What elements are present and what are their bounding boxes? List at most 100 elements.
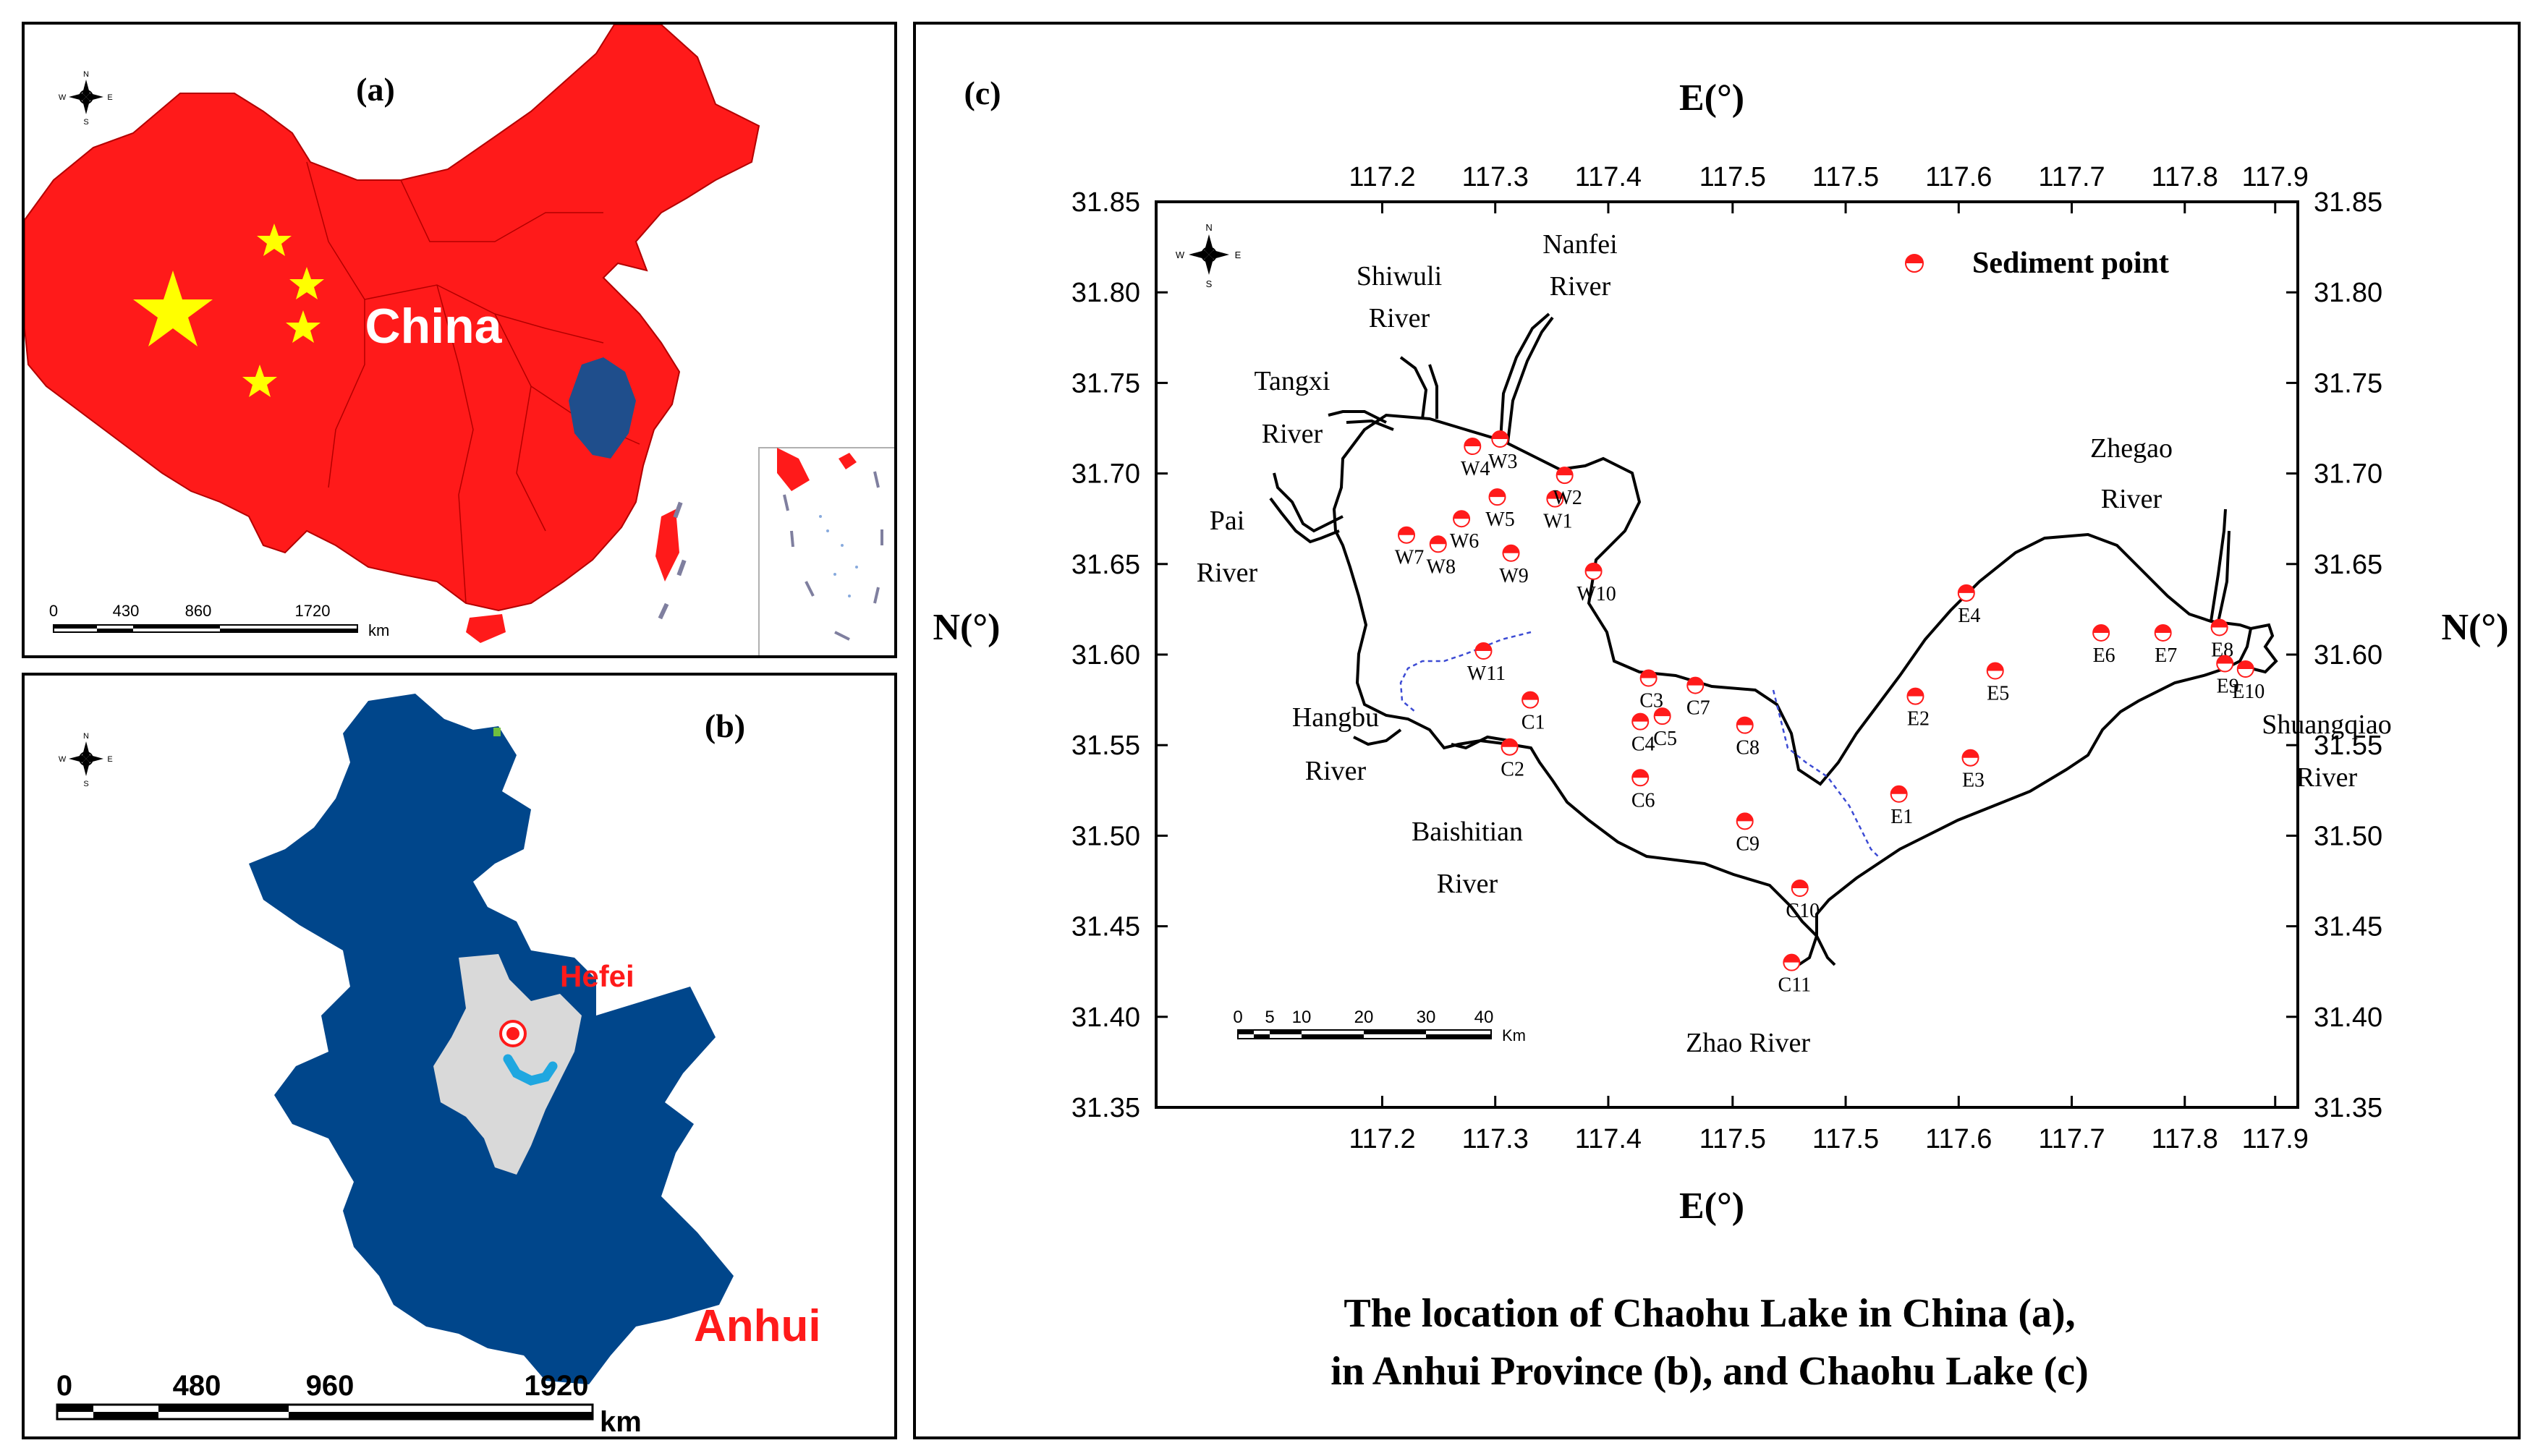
south-china-sea-inset bbox=[758, 447, 894, 655]
chaohu-lake-shape bbox=[503, 1054, 558, 1086]
hefei-label: Hefei bbox=[560, 959, 634, 993]
river-labels: Shiwuli River Nanfei River Tangxi River … bbox=[1197, 229, 2392, 1058]
plot-frame bbox=[1155, 200, 2299, 1109]
sediment-point-c3: C3 bbox=[1639, 669, 1663, 712]
sediment-point-e9: E9 bbox=[2216, 655, 2239, 698]
y-tick-label-left: 31.50 bbox=[1071, 821, 1140, 851]
sediment-point-label: E4 bbox=[1958, 605, 1980, 627]
svg-text:River: River bbox=[2101, 484, 2163, 514]
x-tick-label-top: 117.5 bbox=[1699, 162, 1766, 192]
svg-text:1920: 1920 bbox=[525, 1370, 589, 1402]
svg-text:480: 480 bbox=[173, 1370, 221, 1402]
y-tick-label-left: 31.75 bbox=[1071, 368, 1140, 399]
sediment-point-e2: E2 bbox=[1906, 687, 1930, 731]
svg-text:River: River bbox=[1369, 303, 1430, 333]
svg-text:km: km bbox=[368, 621, 389, 639]
sediment-point-e1: E1 bbox=[1890, 785, 1913, 828]
lake-outline bbox=[1332, 413, 2253, 940]
svg-text:Nanfei: Nanfei bbox=[1542, 229, 1617, 260]
y-tick-label-right: 31.75 bbox=[2314, 368, 2382, 399]
sediment-point-c1: C1 bbox=[1521, 691, 1545, 734]
panel-a-china-map: N S E W (a) China 0 430 860 1720 km bbox=[22, 22, 897, 658]
y-axis-ticks: 31.85 31.85 31.80 31.80 31.75 31.75 31.70 31.70… bbox=[1071, 187, 2382, 1123]
sediment-point-label: E6 bbox=[2093, 644, 2115, 667]
x-tick-label-top: 117.2 bbox=[1349, 162, 1415, 192]
sediment-point-c4: C4 bbox=[1631, 712, 1655, 756]
sediment-point-label: E9 bbox=[2217, 676, 2239, 698]
sediment-point-label: W4 bbox=[1461, 458, 1490, 480]
x-tick-label-top: 117.8 bbox=[2152, 162, 2218, 192]
china-map-svg: N S E W (a) China 0 430 860 1720 km bbox=[25, 25, 894, 655]
sediment-point-label: W10 bbox=[1576, 583, 1616, 605]
y-tick-label-right: 31.45 bbox=[2314, 912, 2382, 942]
anhui-label: Anhui bbox=[694, 1301, 821, 1351]
sediment-point-w5: W5 bbox=[1485, 488, 1515, 531]
caption-line-2: in Anhui Province (b), and Chaohu Lake (… bbox=[1330, 1349, 2089, 1394]
svg-text:5: 5 bbox=[1265, 1008, 1274, 1027]
sediment-point-label: W9 bbox=[1499, 565, 1528, 587]
sediment-point-c8: C8 bbox=[1736, 716, 1760, 759]
caption-line-1: The location of Chaohu Lake in China (a)… bbox=[1344, 1291, 2075, 1336]
small-star-1 bbox=[257, 223, 292, 256]
sediment-point-label: C6 bbox=[1631, 789, 1655, 812]
sediment-point-c6: C6 bbox=[1631, 769, 1655, 812]
x-tick-label-bottom: 117.4 bbox=[1575, 1124, 1642, 1154]
svg-text:W: W bbox=[59, 755, 67, 764]
y-tick-label-right: 31.85 bbox=[2314, 187, 2382, 218]
x-axis-title-top: E(°) bbox=[1679, 77, 1744, 119]
sediment-point-label: C9 bbox=[1736, 833, 1760, 855]
svg-text:River: River bbox=[1550, 271, 1611, 302]
svg-text:River: River bbox=[2296, 762, 2358, 793]
sea-dash-marks bbox=[658, 501, 687, 620]
taiwan-island bbox=[655, 509, 679, 582]
legend: Sediment point bbox=[1905, 247, 2169, 280]
sediment-point-e7: E7 bbox=[2154, 623, 2177, 667]
sediment-point-c2: C2 bbox=[1501, 738, 1524, 781]
anhui-province-highlight bbox=[569, 357, 636, 459]
compass-icon-b: N S E W bbox=[59, 732, 113, 788]
china-label: China bbox=[365, 299, 503, 354]
big-star bbox=[133, 271, 213, 346]
sediment-point-label: C8 bbox=[1736, 737, 1760, 759]
svg-text:430: 430 bbox=[113, 602, 140, 620]
sediment-point-label: E2 bbox=[1907, 708, 1930, 731]
svg-text:River: River bbox=[1262, 419, 1323, 449]
sediment-point-e8: E8 bbox=[2210, 618, 2233, 661]
sediment-point-e3: E3 bbox=[1961, 749, 1985, 792]
sediment-point-label: W11 bbox=[1467, 663, 1506, 685]
sediment-point-w1: W1 bbox=[1543, 490, 1573, 533]
svg-text:W: W bbox=[59, 93, 67, 102]
svg-text:30: 30 bbox=[1417, 1008, 1436, 1027]
svg-text:Zhao River: Zhao River bbox=[1686, 1028, 1810, 1058]
y-tick-label-right: 31.35 bbox=[2314, 1093, 2382, 1123]
svg-text:860: 860 bbox=[185, 602, 212, 620]
svg-text:River: River bbox=[1197, 558, 1258, 588]
small-star-4 bbox=[242, 365, 277, 397]
scale-bar-c: 0 5 10 20 30 40 Km bbox=[1233, 1008, 1526, 1044]
svg-text:River: River bbox=[1437, 869, 1498, 899]
x-tick-label-bottom: 117.6 bbox=[1925, 1124, 1992, 1154]
sediment-point-w9: W9 bbox=[1499, 544, 1529, 587]
svg-text:N: N bbox=[83, 70, 89, 79]
svg-text:Zhegao: Zhegao bbox=[2090, 433, 2173, 464]
scale-bar-b: 0 480 960 1920 km bbox=[56, 1370, 642, 1438]
x-tick-label-top: 117.7 bbox=[2038, 162, 2105, 192]
sediment-point-e5: E5 bbox=[1986, 662, 2009, 705]
svg-text:Tangxi: Tangxi bbox=[1255, 366, 1330, 396]
sediment-point-e6: E6 bbox=[2092, 623, 2115, 667]
hefei-marker-icon bbox=[499, 1020, 527, 1047]
compass-icon-c: N S E W bbox=[1176, 222, 1242, 289]
svg-text:960: 960 bbox=[306, 1370, 355, 1402]
small-star-2 bbox=[289, 267, 324, 299]
x-tick-label-bottom: 117.9 bbox=[2242, 1124, 2309, 1154]
svg-text:10: 10 bbox=[1292, 1008, 1312, 1027]
y-tick-label-left: 31.60 bbox=[1071, 640, 1140, 670]
svg-text:km: km bbox=[600, 1406, 642, 1438]
y-tick-label-right: 31.65 bbox=[2314, 550, 2382, 580]
sediment-point-label: W7 bbox=[1395, 547, 1424, 569]
svg-text:River: River bbox=[1305, 756, 1367, 786]
panel-c-chaohu-lake-map: (c) E(°) E(°) N(°) N(°) 117.2 117.2 117.3 1… bbox=[913, 22, 2521, 1439]
x-tick-label-top: 117.5 bbox=[1812, 162, 1879, 192]
y-tick-label-right: 31.80 bbox=[2314, 278, 2382, 308]
legend-label: Sediment point bbox=[1972, 247, 2169, 280]
